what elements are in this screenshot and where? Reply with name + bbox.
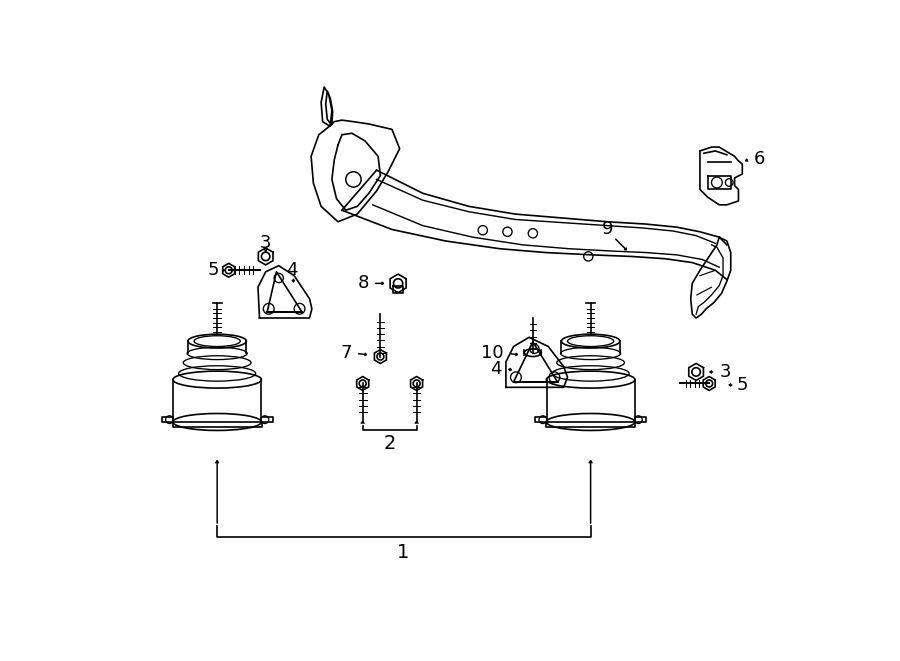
Text: 4: 4 xyxy=(490,360,501,378)
Text: 4: 4 xyxy=(286,261,298,280)
Text: 1: 1 xyxy=(397,543,410,563)
Text: 9: 9 xyxy=(602,221,613,239)
Text: 5: 5 xyxy=(737,376,749,394)
Text: 5: 5 xyxy=(208,261,219,280)
Text: 10: 10 xyxy=(481,344,504,362)
Text: 3: 3 xyxy=(260,233,272,252)
Text: 8: 8 xyxy=(357,274,369,292)
Text: 3: 3 xyxy=(719,363,731,381)
Text: 7: 7 xyxy=(340,344,352,362)
Text: 2: 2 xyxy=(383,434,396,453)
Text: 6: 6 xyxy=(754,149,765,168)
